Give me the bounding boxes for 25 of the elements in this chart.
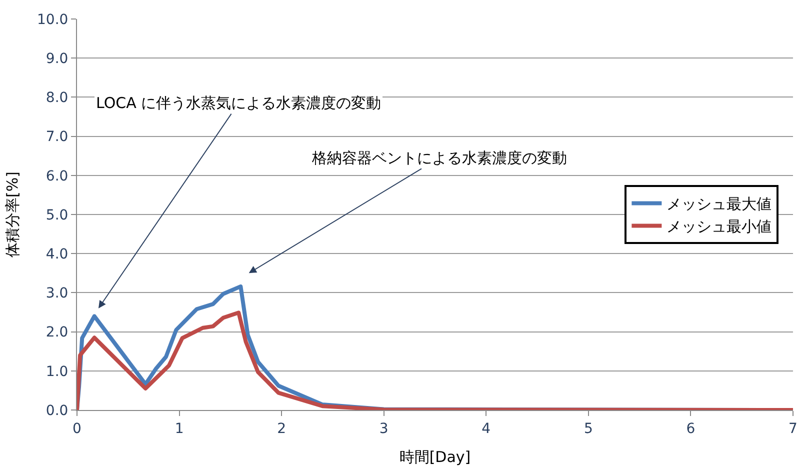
x-tick-label: 7 — [788, 420, 798, 437]
x-tick-label: 4 — [482, 420, 491, 437]
y-tick-label: 5.0 — [46, 207, 68, 224]
y-tick-label: 3.0 — [46, 286, 68, 302]
annotation: 格納容器ベントによる水素濃度の変動 — [311, 149, 567, 167]
x-tick-label: 3 — [379, 420, 388, 437]
y-tick-label: 10.0 — [37, 12, 68, 28]
legend-label: メッシュ最大値 — [666, 195, 772, 214]
x-tick-label: 1 — [174, 420, 184, 437]
x-tick-label: 2 — [277, 420, 286, 437]
y-axis-title: 体積分率[%] — [3, 172, 22, 258]
y-tick-label: 1.0 — [46, 364, 68, 380]
annotation: LOCA に伴う水蒸気による水素濃度の変動 — [96, 94, 382, 112]
x-tick-label: 6 — [686, 420, 696, 437]
x-tick-label: 0 — [72, 420, 82, 437]
x-tick-label: 5 — [584, 420, 593, 437]
y-tick-label: 8.0 — [46, 90, 68, 106]
y-tick-label: 2.0 — [46, 324, 68, 341]
y-tick-label: 4.0 — [46, 246, 68, 262]
x-axis-title: 時間[Day] — [399, 448, 471, 466]
y-tick-label: 9.0 — [46, 51, 68, 67]
y-tick-label: 6.0 — [46, 168, 68, 184]
y-tick-label: 7.0 — [46, 129, 68, 146]
legend-label: メッシュ最小値 — [666, 218, 772, 236]
y-tick-label: 0.0 — [46, 402, 68, 419]
